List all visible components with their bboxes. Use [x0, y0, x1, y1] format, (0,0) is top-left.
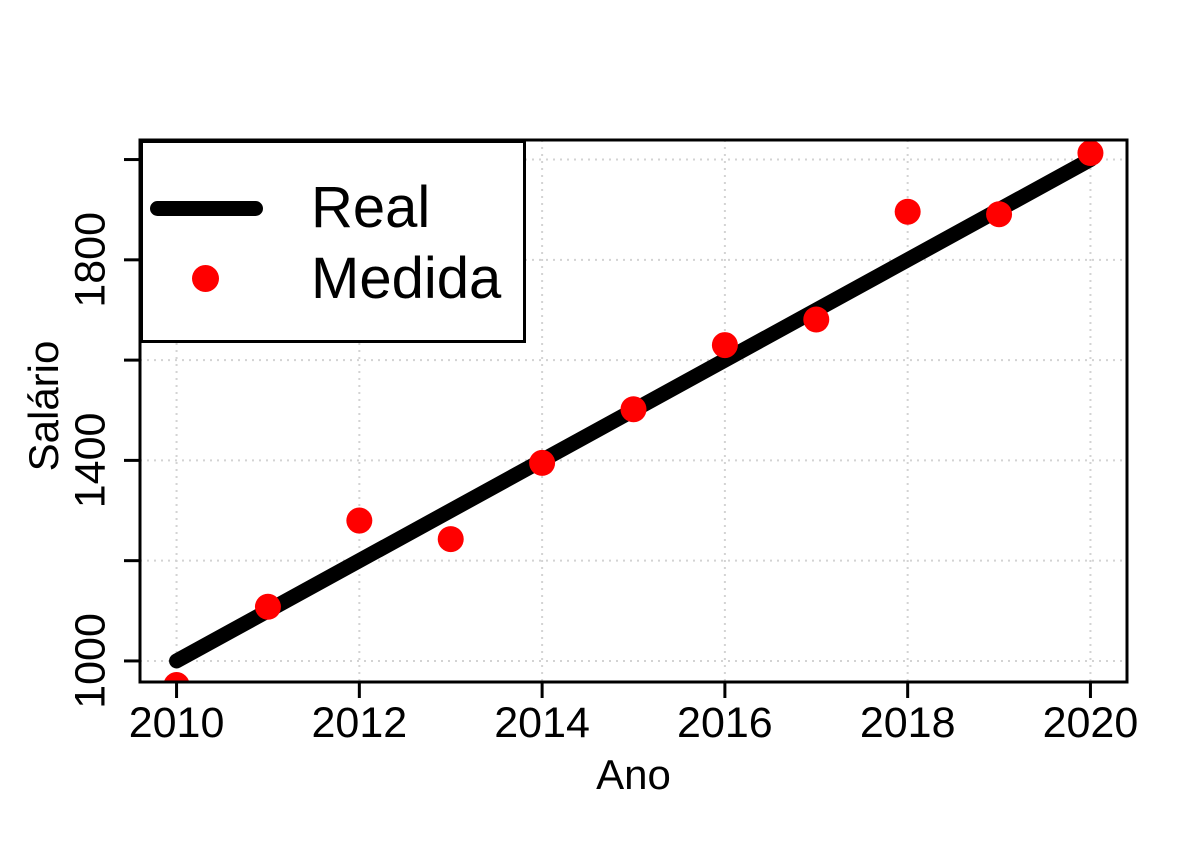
legend-medida-dot-icon — [192, 265, 219, 292]
y-tick-label: 1800 — [66, 212, 114, 308]
legend-real-line-icon — [150, 201, 263, 216]
x-tick-label: 2020 — [1043, 699, 1139, 747]
medida-point — [529, 449, 556, 476]
plot-border — [138, 138, 1129, 684]
medida-point — [894, 198, 921, 225]
y-tick-label: 1400 — [66, 413, 114, 509]
medida-point — [437, 526, 464, 553]
y-tick-label: 1000 — [66, 613, 114, 709]
medida-point — [1077, 140, 1104, 167]
x-tick-label: 2014 — [494, 699, 590, 747]
x-tick-label: 2016 — [677, 699, 773, 747]
x-tick-label: 2010 — [129, 699, 225, 747]
y-axis-title: Salário — [20, 341, 67, 472]
x-tick-label: 2018 — [860, 699, 956, 747]
medida-point — [254, 593, 281, 620]
medida-point — [986, 201, 1013, 228]
x-axis-title: Ano — [596, 751, 671, 798]
x-tick-label: 2012 — [311, 699, 407, 747]
legend-label-medida: Medida — [311, 246, 502, 311]
medida-point — [803, 306, 830, 333]
medida-point — [163, 672, 190, 682]
medida-point — [620, 396, 647, 423]
legend-label-real: Real — [311, 175, 431, 240]
legend-inner: Real Medida — [143, 143, 523, 340]
medida-point — [711, 332, 738, 359]
legend: Real Medida — [140, 140, 526, 343]
data-marks-group — [163, 140, 1104, 682]
medida-point — [346, 507, 373, 534]
